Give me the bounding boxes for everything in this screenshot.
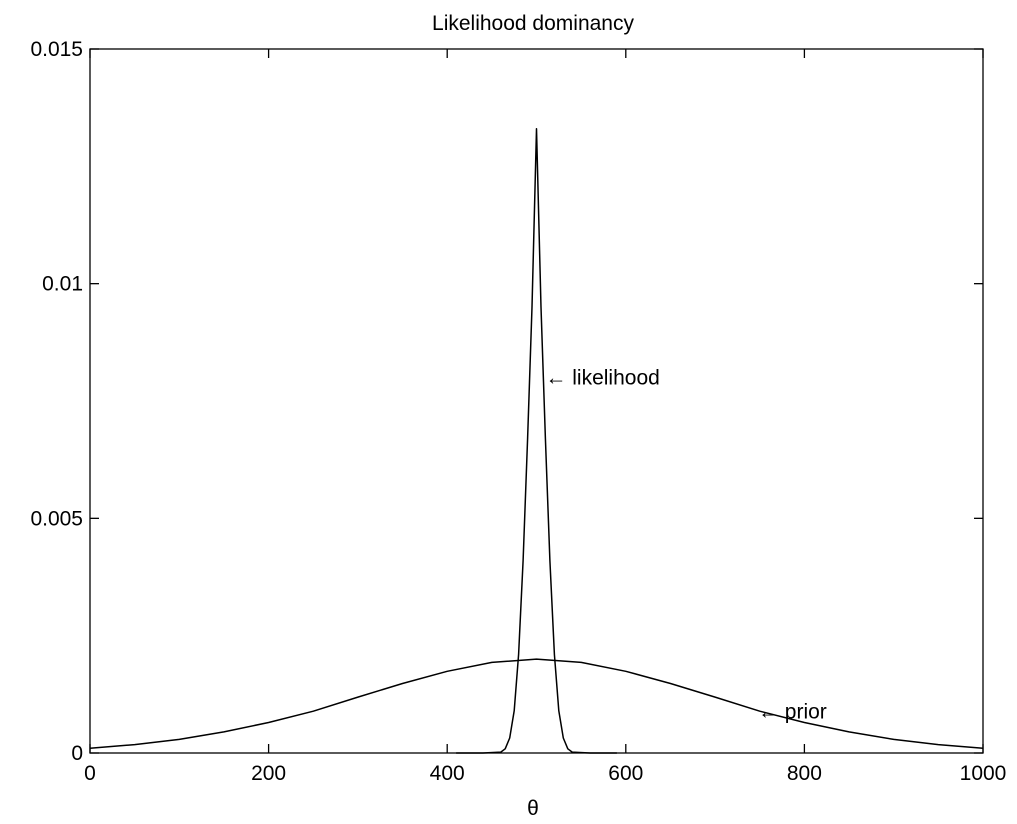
y-tick-label: 0.01 <box>42 273 83 296</box>
x-tick-label: 600 <box>608 762 643 785</box>
x-tick-label: 200 <box>251 762 286 785</box>
y-tick-label: 0.015 <box>30 38 83 61</box>
likelihood-line <box>456 128 617 754</box>
x-tick-label: 1000 <box>960 762 1007 785</box>
y-tick-label: 0.005 <box>30 507 83 530</box>
axes-box <box>89 48 984 754</box>
plot-area: 0 200 400 600 800 1000 0 0.005 0.01 0.015 ← likeli… <box>30 38 1006 785</box>
x-tick-label: 400 <box>430 762 465 785</box>
chart-title: Likelihood dominancy <box>432 12 634 35</box>
annotation-label: ← prior <box>758 701 827 724</box>
annotation-label: ← likelihood <box>545 367 659 390</box>
prior-line <box>89 658 984 750</box>
x-tick-label: 0 <box>84 762 96 785</box>
x-tick-label: 800 <box>787 762 822 785</box>
x-axis-label: θ <box>527 797 539 820</box>
y-tick-label: 0 <box>71 742 83 765</box>
